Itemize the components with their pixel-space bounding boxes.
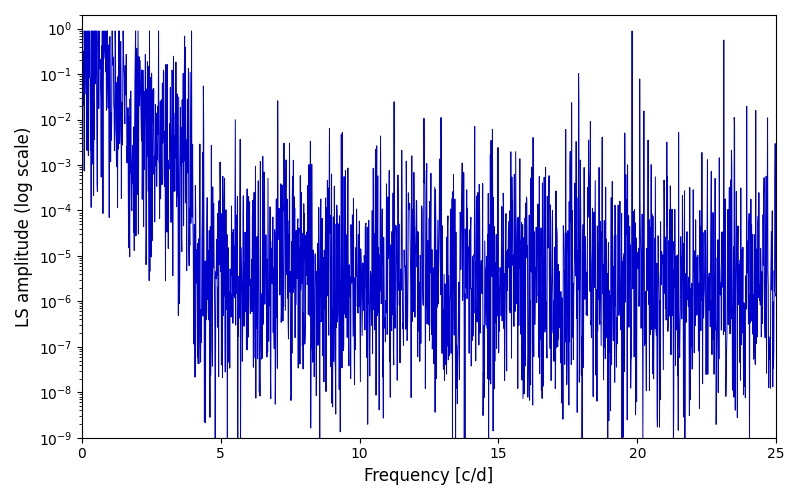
X-axis label: Frequency [c/d]: Frequency [c/d] [364,467,494,485]
Y-axis label: LS amplitude (log scale): LS amplitude (log scale) [15,126,33,326]
